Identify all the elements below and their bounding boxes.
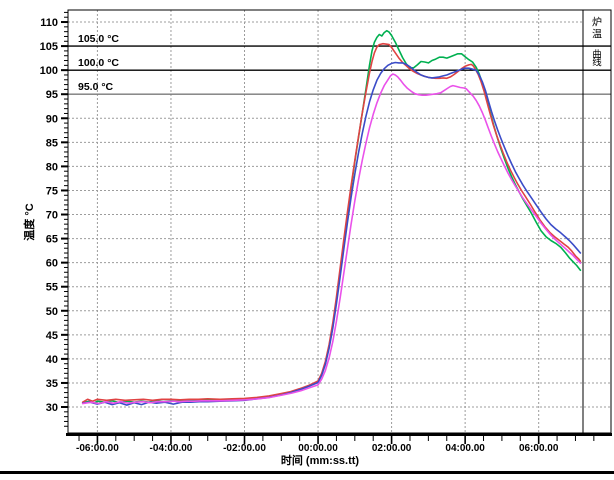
side-panel-cells-background [584,11,610,70]
y-axis-tick-label: 105 [40,41,58,53]
y-axis-tick-label: 95 [46,89,58,101]
y-axis-tick-label: 65 [46,234,58,246]
x-axis-tick-label: -02:00.00 [223,443,266,454]
y-axis-tick-label: 60 [46,258,58,270]
y-axis-tick-label: 90 [46,113,58,125]
series-line-probe-red [81,42,582,404]
x-axis-title: 时间 (mm:ss.tt) [281,453,360,467]
y-axis-tick-label: 110 [40,17,58,29]
side-panel-cell-0-char: 温 [592,29,602,41]
x-axis-tick-label: 06:00.00 [519,443,559,454]
y-axis-tick-label: 30 [46,402,58,414]
plot-area[interactable] [68,10,611,433]
x-axis-tick-label: 04:00.00 [445,443,485,454]
series-line-probe-magenta [81,73,582,405]
x-axis-tick-label: 02:00.00 [372,443,412,454]
y-axis-tick-label: 40 [46,354,58,366]
y-axis-tick-label: 100 [40,65,58,77]
x-axis-tick-label: 00:00.00 [298,443,338,454]
y-axis-tick-label: 75 [46,185,58,197]
ref-line-label: 100.0 °C [78,57,119,69]
side-panel-cell-1-char: 线 [592,57,602,69]
side-panel-cell-1-char: 曲 [592,50,602,61]
y-axis-tick-label: 80 [46,161,58,173]
series-line-probe-blue [81,61,582,406]
x-axis-tick-label: -06:00.00 [76,443,119,454]
y-axis-tick-label: 50 [46,306,58,318]
y-axis-tick-label: 70 [46,210,58,222]
ref-line-label: 95.0 °C [78,81,114,93]
y-axis-tick-label: 45 [46,330,58,342]
x-axis-tick-label: -04:00.00 [150,443,193,454]
y-axis-title: 温度 °C [22,203,36,240]
ref-line-label: 105.0 °C [78,33,119,45]
y-axis-tick-label: 85 [46,137,58,149]
side-panel-cell-0-char: 炉 [592,17,602,29]
y-axis-tick-label: 35 [46,378,58,390]
y-axis-tick-label: 55 [46,282,58,294]
